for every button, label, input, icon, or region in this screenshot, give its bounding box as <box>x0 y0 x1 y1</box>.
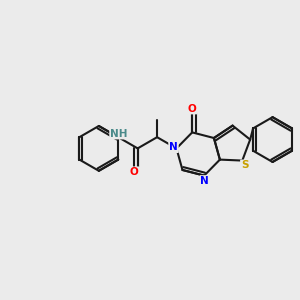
Text: N: N <box>169 142 178 152</box>
Text: S: S <box>241 160 248 170</box>
Text: N: N <box>200 176 209 186</box>
Text: O: O <box>130 167 138 177</box>
Text: O: O <box>188 103 197 113</box>
Text: NH: NH <box>110 129 128 139</box>
